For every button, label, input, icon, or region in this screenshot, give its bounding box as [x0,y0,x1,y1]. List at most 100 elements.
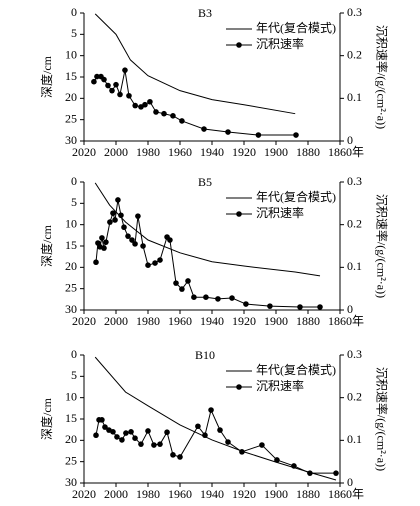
legend-label: 沉积速率 [256,378,304,393]
y-tick-label: 20 [65,90,77,104]
y2-tick-label: 0.3 [347,5,362,19]
x-tick-label: 1900 [264,314,288,328]
x-tick-label: 1960 [168,145,192,159]
x-tick-label: 1860 [328,487,352,501]
data-point [203,294,209,301]
data-point [114,434,120,440]
data-point [201,126,207,132]
data-point [132,241,138,247]
y-tick-label: 20 [65,432,77,446]
data-point [101,76,107,83]
y-tick-label: 30 [65,133,77,147]
legend-label: 年代(复合模式) [256,189,336,204]
data-point [101,245,107,251]
y-tick-label: 15 [65,411,77,425]
y2-tick-label: 0.2 [347,47,362,61]
x-tick-label: 1860 [328,314,352,328]
x-tick-label: 1880 [296,145,320,159]
data-point [173,280,179,286]
data-point [267,303,273,309]
x-axis-label: 年 [352,145,364,159]
y-axis-label: 深度/cm [39,55,54,98]
data-point [291,463,297,469]
data-point [138,441,144,447]
legend-label: 年代(复合模式) [256,20,336,35]
y-tick-label: 25 [65,280,77,294]
data-point [129,237,135,243]
y-tick-label: 5 [71,368,77,382]
data-point [140,243,146,249]
data-point [110,210,116,216]
y-tick-label: 10 [65,47,77,61]
legend-marker [236,42,242,48]
x-tick-label: 1920 [232,145,256,159]
legend-marker [236,384,242,390]
data-point [217,427,223,433]
data-line [94,13,296,115]
data-point [229,295,235,301]
data-point [105,82,111,89]
y-tick-label: 30 [65,475,77,489]
y2-axis-label: 沉积速率/(g/(cm²·a)) [374,25,389,129]
x-tick-label: 2000 [104,314,128,328]
data-point [179,286,185,292]
data-point [177,454,183,460]
data-point [151,442,157,448]
x-axis-label: 年 [352,314,364,328]
data-point [170,113,176,119]
legend-label: 年代(复合模式) [256,362,336,377]
data-point [126,92,132,99]
data-point [115,197,121,203]
x-tick-label: 1940 [200,487,224,501]
legend-label: 沉积速率 [256,36,304,51]
y-tick-label: 10 [65,389,77,403]
y-tick-label: 25 [65,111,77,125]
x-tick-label: 1940 [200,145,224,159]
data-point [125,233,131,239]
data-point [91,78,97,85]
data-point [99,417,105,423]
data-point [297,304,303,310]
x-tick-label: 1900 [264,145,288,159]
x-axis-label: 年 [352,487,364,501]
data-point [142,101,148,108]
data-point [113,81,119,88]
x-tick-label: 1960 [168,487,192,501]
y2-tick-label: 0.2 [347,216,362,230]
data-point [132,102,138,109]
data-point [135,213,141,219]
x-tick-label: 1920 [232,314,256,328]
x-tick-label: 2000 [104,145,128,159]
data-point [123,430,129,436]
y-tick-label: 10 [65,216,77,230]
x-tick-label: 1880 [296,487,320,501]
data-point [164,429,170,436]
x-tick-label: 1960 [168,314,192,328]
y-tick-label: 0 [71,347,77,361]
data-point [117,91,123,98]
data-point [153,109,159,115]
y2-axis-label: 沉积速率/(g/(cm²·a)) [374,194,389,298]
data-point [93,432,99,439]
y2-tick-label: 0.1 [347,259,362,273]
x-tick-label: 2020 [72,314,96,328]
data-point [118,212,124,219]
data-point [112,217,118,223]
data-point [191,294,197,301]
data-point [103,239,109,245]
data-point [179,118,185,124]
y-tick-label: 0 [71,174,77,188]
y2-tick-label: 0 [347,133,353,147]
data-point [293,132,299,138]
y-axis-label: 深度/cm [39,224,54,267]
x-tick-label: 1980 [136,145,160,159]
data-point [121,224,127,231]
data-point [195,423,201,430]
y-tick-label: 20 [65,259,77,273]
y2-tick-label: 0.2 [347,389,362,403]
x-tick-label: 1920 [232,487,256,501]
data-point [259,442,265,448]
data-point [94,73,100,80]
data-point [99,235,105,241]
